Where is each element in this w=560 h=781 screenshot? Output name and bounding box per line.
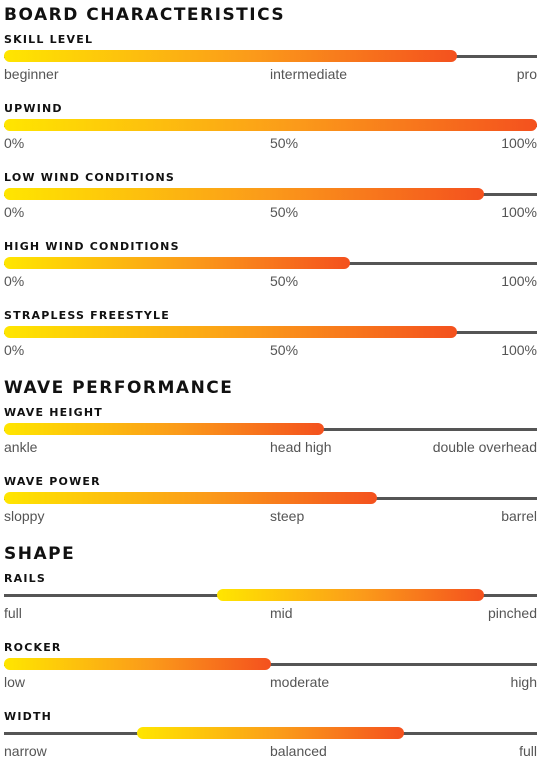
- scale-label-left: narrow: [4, 743, 47, 759]
- scale-label-right: double overhead: [432, 439, 537, 455]
- rating-bar: [4, 492, 378, 504]
- rating-bar: [4, 257, 351, 269]
- section-title: SHAPE: [4, 544, 76, 564]
- scale-label-middle: head high: [270, 439, 332, 455]
- scale-label-middle: mid: [270, 605, 293, 621]
- section-title: WAVE PERFORMANCE: [4, 378, 234, 398]
- item-label: LOW WIND CONDITIONS: [4, 171, 176, 184]
- rating-bar: [217, 589, 484, 601]
- item-label: WIDTH: [4, 710, 53, 723]
- rating-bar: [137, 727, 404, 739]
- track: [4, 663, 537, 666]
- scale-label-left: 0%: [4, 342, 25, 358]
- scale-label-middle: 50%: [270, 342, 299, 358]
- scale-label-right: barrel: [501, 508, 537, 524]
- scale-label-middle: 50%: [270, 273, 299, 289]
- scale-label-left: full: [4, 605, 22, 621]
- scale-label-left: 0%: [4, 273, 25, 289]
- scale-label-middle: intermediate: [270, 66, 348, 82]
- item-label: WAVE HEIGHT: [4, 406, 104, 419]
- section-title: BOARD CHARACTERISTICS: [4, 5, 286, 25]
- scale-label-middle: steep: [270, 508, 305, 524]
- scale-label-right: 100%: [501, 273, 537, 289]
- rating-bar: [4, 326, 458, 338]
- item-label: HIGH WIND CONDITIONS: [4, 240, 180, 253]
- item-label: RAILS: [4, 572, 47, 585]
- item-label: WAVE POWER: [4, 475, 101, 488]
- scale-label-left: 0%: [4, 135, 25, 151]
- rating-bar: [4, 50, 458, 62]
- rating-bar: [4, 188, 484, 200]
- scale-label-left: beginner: [4, 66, 59, 82]
- item-label: SKILL LEVEL: [4, 33, 94, 46]
- scale-label-right: pinched: [487, 605, 537, 621]
- item-label: UPWIND: [4, 102, 63, 115]
- scale-label-left: sloppy: [4, 508, 45, 524]
- scale-label-middle: 50%: [270, 135, 299, 151]
- rating-bar: [4, 658, 271, 670]
- scale-label-left: ankle: [4, 439, 38, 455]
- rating-bar: [4, 119, 537, 131]
- scale-label-left: 0%: [4, 204, 25, 220]
- scale-label-middle: 50%: [270, 204, 299, 220]
- scale-label-right: pro: [516, 66, 537, 82]
- rating-bar: [4, 423, 324, 435]
- scale-label-right: high: [510, 674, 537, 690]
- scale-label-left: low: [4, 674, 26, 690]
- scale-label-middle: moderate: [270, 674, 330, 690]
- item-label: ROCKER: [4, 641, 62, 654]
- scale-label-right: full: [519, 743, 537, 759]
- item-label: STRAPLESS FREESTYLE: [4, 309, 170, 322]
- scale-label-middle: balanced: [270, 743, 327, 759]
- scale-label-right: 100%: [501, 342, 537, 358]
- scale-label-right: 100%: [501, 135, 537, 151]
- scale-label-right: 100%: [501, 204, 537, 220]
